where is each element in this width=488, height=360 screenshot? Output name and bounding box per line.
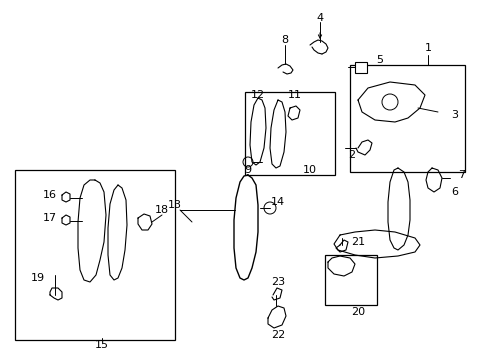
- Text: 18: 18: [155, 205, 169, 215]
- Text: 20: 20: [350, 307, 365, 317]
- Text: 13: 13: [168, 200, 182, 210]
- Text: 9: 9: [244, 165, 251, 175]
- Text: 22: 22: [270, 330, 285, 340]
- Text: 11: 11: [287, 90, 302, 100]
- Text: 10: 10: [303, 165, 316, 175]
- Text: 15: 15: [95, 340, 109, 350]
- Bar: [244, 92, 334, 175]
- Bar: [354, 62, 366, 73]
- Bar: [349, 65, 464, 172]
- Text: 16: 16: [43, 190, 57, 200]
- Text: 3: 3: [450, 110, 458, 120]
- Text: 7: 7: [457, 170, 465, 180]
- Text: 1: 1: [424, 43, 430, 53]
- Text: 23: 23: [270, 277, 285, 287]
- Text: 17: 17: [43, 213, 57, 223]
- Text: 19: 19: [31, 273, 45, 283]
- Text: 21: 21: [350, 237, 365, 247]
- Bar: [325, 255, 376, 305]
- Text: 5: 5: [376, 55, 383, 65]
- Text: 2: 2: [348, 150, 355, 160]
- Text: 8: 8: [281, 35, 288, 45]
- Bar: [15, 170, 175, 340]
- Text: 6: 6: [450, 187, 458, 197]
- Text: 14: 14: [270, 197, 285, 207]
- Text: 12: 12: [250, 90, 264, 100]
- Text: 4: 4: [316, 13, 323, 23]
